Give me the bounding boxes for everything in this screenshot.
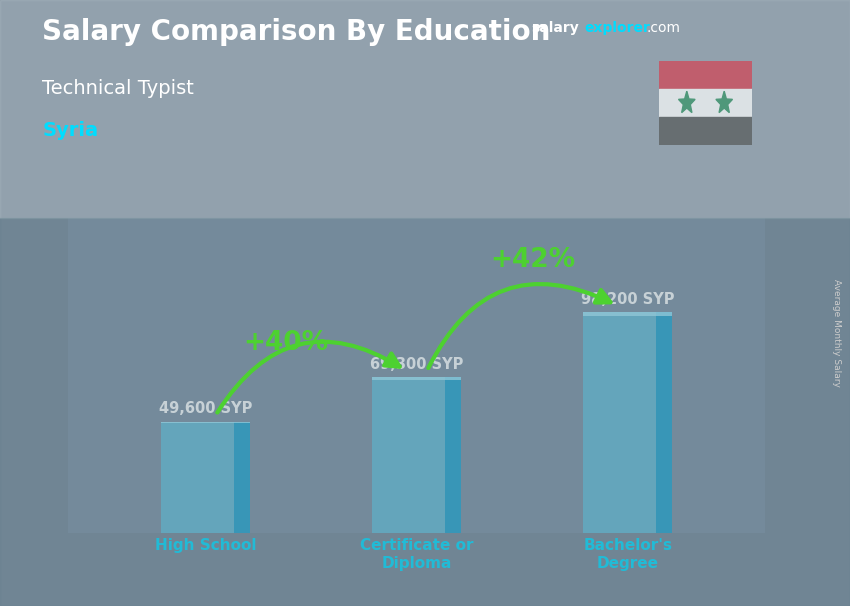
Polygon shape [678,91,695,113]
FancyBboxPatch shape [372,378,461,533]
Bar [445,378,461,533]
Text: salary: salary [531,21,579,35]
Text: +42%: +42% [490,247,575,273]
Text: 49,600 SYP: 49,600 SYP [159,401,252,416]
Text: 69,300 SYP: 69,300 SYP [370,357,463,371]
Polygon shape [716,91,733,113]
Bar [234,422,250,533]
Bar [659,117,752,145]
Bar [659,89,752,117]
Text: Syria: Syria [42,121,99,140]
Bar [372,378,461,379]
Bar [656,312,672,533]
FancyBboxPatch shape [583,312,672,533]
Bar [583,312,672,316]
FancyBboxPatch shape [161,422,250,533]
Text: explorer: explorer [584,21,649,35]
Text: Technical Typist: Technical Typist [42,79,195,98]
Text: +40%: +40% [243,330,328,356]
Text: 98,200 SYP: 98,200 SYP [581,291,674,307]
Bar [659,61,752,89]
Text: Average Monthly Salary: Average Monthly Salary [832,279,841,387]
Bar [161,422,250,424]
Text: .com: .com [646,21,680,35]
Text: Salary Comparison By Education: Salary Comparison By Education [42,18,551,46]
